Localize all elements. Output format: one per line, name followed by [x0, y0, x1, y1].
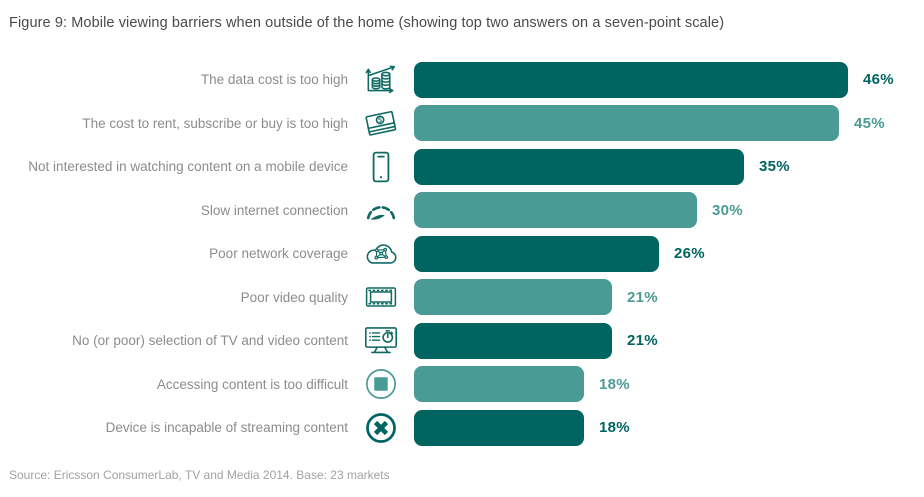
bar-label: Device is incapable of streaming content — [105, 420, 348, 436]
coins-growth-icon — [348, 61, 414, 99]
bar-label: Poor video quality — [240, 289, 348, 305]
chart-row: The data cost is too high 46% — [0, 58, 924, 102]
bar-value-label: 46% — [863, 71, 894, 89]
chart-row: Device is incapable of streaming content… — [0, 406, 924, 450]
bar-value-label: 21% — [627, 332, 658, 350]
bar-label: Accessing content is too difficult — [156, 376, 348, 392]
chart-row: Slow internet connection 30% — [0, 189, 924, 233]
bar — [414, 366, 584, 403]
bar-value-label: 30% — [712, 201, 743, 219]
banknotes-icon: $ — [348, 104, 414, 142]
bar-label: Slow internet connection — [200, 202, 348, 218]
film-strip-icon — [348, 279, 414, 315]
bar — [414, 409, 584, 446]
source-note: Source: Ericsson ConsumerLab, TV and Med… — [9, 468, 390, 482]
bar-label: Poor network coverage — [209, 246, 348, 262]
bar-label: The cost to rent, subscribe or buy is to… — [82, 115, 348, 131]
chart-row: Not interested in watching content on a … — [0, 145, 924, 189]
bar-label: No (or poor) selection of TV and video c… — [72, 333, 348, 349]
bar — [414, 61, 848, 98]
figure-title: Figure 9: Mobile viewing barriers when o… — [9, 15, 725, 31]
smartphone-icon — [348, 148, 414, 186]
tv-content-clock-icon — [348, 322, 414, 360]
stop-button-icon — [348, 365, 414, 403]
bar-value-label: 18% — [599, 375, 630, 393]
bar — [414, 235, 659, 272]
bar-value-label: 26% — [674, 245, 705, 263]
bar — [414, 148, 744, 185]
chart-row: The cost to rent, subscribe or buy is to… — [0, 102, 924, 146]
bar-label: The data cost is too high — [200, 72, 348, 88]
chart-row: Poor video quality 21% — [0, 276, 924, 320]
bar-value-label: 18% — [599, 419, 630, 437]
network-cloud-icon — [348, 235, 414, 273]
bar-value-label: 21% — [627, 288, 658, 306]
bar-value-label: 45% — [854, 114, 885, 132]
chart-row: Poor network coverage 26% — [0, 232, 924, 276]
bar — [414, 105, 839, 142]
chart-row: Accessing content is too difficult 18% — [0, 363, 924, 407]
speedometer-icon — [348, 192, 414, 228]
cancel-icon — [348, 409, 414, 447]
bar — [414, 279, 612, 316]
bar-value-label: 35% — [759, 158, 790, 176]
bar-label: Not interested in watching content on a … — [28, 159, 348, 175]
bar — [414, 192, 697, 229]
chart-row: No (or poor) selection of TV and video c… — [0, 319, 924, 363]
bar — [414, 322, 612, 359]
barriers-chart: The data cost is too high 46% The cost t… — [0, 58, 924, 450]
svg-text:$: $ — [378, 117, 383, 125]
